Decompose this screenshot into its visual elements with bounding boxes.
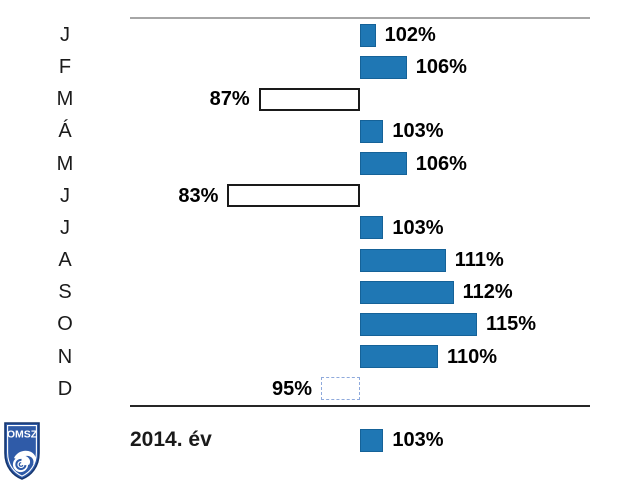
bar-row: J 83%	[0, 180, 641, 212]
summary-row: 2014. év 103%	[130, 417, 590, 463]
month-bar	[360, 312, 477, 336]
bar-area: 83%	[130, 180, 590, 212]
month-bar	[321, 377, 360, 401]
logo-text: OMSZ	[7, 429, 38, 441]
bar-row: A 111%	[0, 244, 641, 276]
bar-value-label: 95%	[271, 377, 312, 400]
month-label: D	[57, 377, 73, 400]
bar-value-label: 115%	[486, 313, 537, 336]
bar-area: 103%	[130, 115, 590, 147]
summary-bar	[360, 428, 384, 452]
month-label: J	[60, 216, 70, 239]
month-bar	[360, 152, 407, 176]
bar-area: 112%	[130, 276, 590, 308]
summary-label: 2014. év	[130, 428, 212, 451]
month-label: J	[60, 184, 70, 207]
bar-row: N 110%	[0, 341, 641, 373]
chart-top-rule	[130, 17, 590, 19]
month-bar	[360, 345, 438, 369]
bar-row: J 102%	[0, 19, 641, 51]
bar-area: 110%	[130, 341, 590, 373]
month-bar	[360, 280, 454, 304]
month-bar	[360, 23, 376, 47]
bar-value-label: 111%	[454, 249, 504, 272]
bar-area: 102%	[130, 19, 590, 51]
month-bar	[360, 248, 446, 272]
month-bar	[258, 87, 360, 111]
chart-bottom-rule	[130, 404, 590, 407]
bar-area: 106%	[130, 51, 590, 83]
bar-area: 111%	[130, 244, 590, 276]
month-label: N	[57, 345, 73, 368]
bar-value-label: 83%	[178, 184, 219, 207]
bar-row: M 87%	[0, 83, 641, 115]
monthly-percent-chart: J 102% F 106% M 87% Á 103% M 106% J 83% J 103% A 111% S 1…	[0, 17, 641, 407]
bar-area: 103%	[130, 212, 590, 244]
bar-row: O 115%	[0, 308, 641, 340]
logo-inner-border	[7, 425, 37, 477]
month-label: S	[58, 281, 72, 304]
bar-row: Á 103%	[0, 115, 641, 147]
month-label: F	[58, 56, 72, 79]
month-label: M	[56, 152, 74, 175]
bar-value-label: 103%	[392, 120, 444, 143]
month-bar	[360, 119, 384, 143]
bar-value-label: 102%	[384, 24, 436, 46]
bar-area: 115%	[130, 308, 590, 340]
month-bar	[360, 216, 384, 240]
bar-rows: J 102% F 106% M 87% Á 103% M 106% J 83% J 103% A 111% S 1…	[0, 19, 641, 405]
month-label: Á	[58, 120, 72, 143]
bar-row: F 106%	[0, 51, 641, 83]
bar-row: J 103%	[0, 212, 641, 244]
bar-value-label: 103%	[392, 216, 444, 239]
month-label: A	[58, 249, 72, 272]
bar-value-label: 87%	[209, 88, 250, 111]
month-label: O	[57, 313, 73, 336]
summary-value-label: 103%	[392, 429, 444, 451]
month-label: J	[60, 24, 70, 46]
bar-area: 95%	[130, 373, 590, 405]
bar-row: M 106%	[0, 148, 641, 180]
bar-value-label: 106%	[415, 152, 467, 175]
omsz-logo: OMSZ	[4, 422, 40, 480]
bar-value-label: 106%	[415, 56, 467, 79]
bar-value-label: 112%	[462, 281, 513, 304]
month-bar	[360, 55, 407, 79]
bar-row: S 112%	[0, 276, 641, 308]
month-bar	[227, 184, 360, 208]
month-label: M	[56, 88, 74, 111]
bar-area: 87%	[130, 83, 590, 115]
bar-row: D 95%	[0, 373, 641, 405]
bar-area: 106%	[130, 148, 590, 180]
logo-wave-icon	[14, 450, 36, 465]
bar-value-label: 110%	[447, 345, 498, 368]
